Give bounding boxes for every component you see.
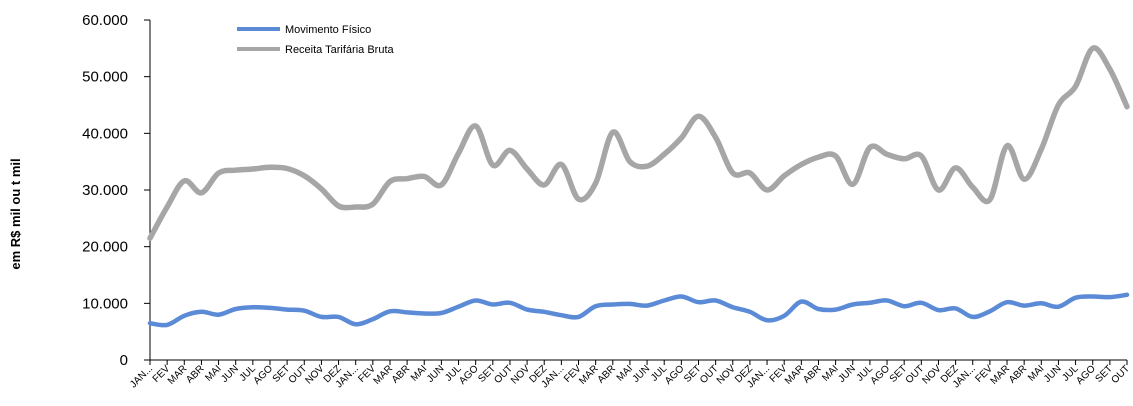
legend-label: Movimento Físico bbox=[285, 24, 371, 36]
y-tick-label: 50.000 bbox=[82, 69, 128, 86]
x-tick-label: OUT bbox=[904, 363, 927, 386]
x-tick-label: MAI bbox=[615, 363, 635, 383]
x-tick-label: JUN bbox=[219, 363, 241, 385]
legend-label: Receita Tarifária Bruta bbox=[285, 44, 395, 56]
y-axis-label-group: em R$ mil ou t mil bbox=[8, 158, 23, 269]
x-axis: JAN...FEVMARABRMAIJUNJULAGOSETOUTNOVDEZJ… bbox=[128, 359, 1132, 390]
x-tick-label: JUN bbox=[1042, 363, 1064, 385]
x-tick-label: JUN bbox=[631, 363, 653, 385]
y-axis-label: em R$ mil ou t mil bbox=[8, 158, 23, 269]
series-line-receita-tarifaria-bruta bbox=[147, 45, 1130, 241]
x-tick-label: ABR bbox=[596, 363, 618, 385]
x-tick-label: ABR bbox=[1007, 363, 1029, 385]
x-tick-label: ABR bbox=[801, 363, 823, 385]
series-lines bbox=[147, 45, 1130, 328]
y-tick-label: 30.000 bbox=[82, 182, 128, 199]
series-line-movimento-fisico bbox=[147, 292, 1130, 328]
x-tick-label: OUT bbox=[1109, 363, 1132, 386]
x-tick-label: MAI bbox=[1026, 363, 1046, 383]
x-tick-label: MAI bbox=[820, 363, 840, 383]
y-axis: 0 10.000 20.000 30.000 40.000 50.000 60.000 bbox=[82, 12, 151, 369]
x-tick-label: OUT bbox=[287, 363, 310, 386]
legend: Movimento Físico Receita Tarifária Bruta bbox=[237, 24, 395, 56]
x-tick-label: OUT bbox=[492, 363, 515, 386]
x-tick-label: ABR bbox=[184, 363, 206, 385]
x-tick-label: ABR bbox=[390, 363, 412, 385]
x-tick-label: MAI bbox=[203, 363, 223, 383]
x-tick-label: JUN bbox=[425, 363, 447, 385]
y-tick-label: 20.000 bbox=[82, 239, 128, 256]
y-tick-label: 60.000 bbox=[82, 12, 128, 29]
x-tick-label: MAI bbox=[409, 363, 429, 383]
x-tick-label: JUN bbox=[836, 363, 858, 385]
y-tick-label: 0 bbox=[120, 352, 128, 369]
y-tick-label: 40.000 bbox=[82, 125, 128, 142]
x-tick-label: OUT bbox=[698, 363, 721, 386]
y-tick-label: 10.000 bbox=[82, 295, 128, 312]
